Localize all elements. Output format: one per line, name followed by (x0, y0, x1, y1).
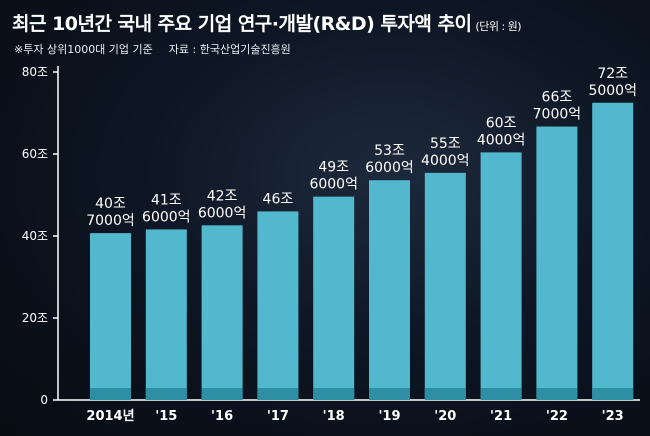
x-tick-label: '19 (378, 409, 400, 424)
data-label: 60조 (486, 115, 517, 131)
y-tick-label: 0 (40, 393, 48, 407)
bar-base (145, 388, 187, 400)
data-label: 4000억 (477, 132, 526, 148)
chart-title-text: 최근 10년간 국내 주요 기업 연구·개발(R&D) 투자액 추이 (12, 13, 472, 35)
bar (369, 180, 410, 400)
bar-base (480, 388, 522, 400)
x-tick-label: '18 (323, 409, 345, 424)
data-label: 7000억 (86, 213, 135, 229)
bar-base (90, 388, 131, 400)
chart-subtitle: ※투자 상위1000대 기업 기준 자료 : 한국산업기술진흥원 (14, 41, 291, 57)
y-tick-label: 80조 (22, 65, 48, 79)
bar (201, 225, 243, 400)
x-tick-label: '17 (267, 409, 289, 424)
bar-base (313, 388, 355, 400)
bar-base (424, 388, 466, 400)
x-tick-label: '22 (546, 409, 568, 424)
bar (145, 229, 187, 400)
data-label: 72조 (597, 66, 628, 82)
data-label: 46조 (263, 191, 294, 207)
data-label: 5000억 (588, 83, 637, 99)
x-tick-label: '16 (211, 409, 233, 424)
bar (313, 196, 355, 400)
data-label: 55조 (430, 136, 461, 152)
y-tick-label: 40조 (22, 229, 48, 243)
footnote: ※투자 상위1000대 기업 기준 (14, 43, 153, 56)
data-label: 53조 (374, 143, 405, 159)
unit-note: (단위 : 원) (475, 20, 522, 33)
bar-base (592, 388, 634, 400)
y-tick-label: 60조 (22, 147, 48, 161)
data-label: 7000억 (533, 107, 582, 123)
bar (592, 102, 634, 400)
x-tick-label: '20 (434, 409, 456, 424)
data-label: 49조 (318, 160, 349, 176)
bar (536, 126, 578, 400)
bar (424, 172, 466, 400)
bar (90, 233, 131, 400)
bar-base (257, 388, 299, 400)
bar-base (369, 388, 410, 400)
x-tick-label: '23 (602, 409, 624, 424)
x-tick-label: 2014년 (86, 409, 134, 424)
data-label: 66조 (542, 90, 573, 106)
bar (480, 152, 522, 400)
data-label: 6000억 (365, 160, 414, 176)
y-tick-label: 20조 (22, 311, 48, 325)
bar (257, 211, 299, 400)
data-label: 42조 (207, 188, 238, 204)
data-label: 41조 (151, 192, 182, 208)
source-note: 자료 : 한국산업기술진흥원 (168, 43, 291, 56)
data-label: 6000억 (142, 209, 191, 225)
chart-title: 최근 10년간 국내 주요 기업 연구·개발(R&D) 투자액 추이 (단위 : … (12, 9, 522, 36)
data-label: 6000억 (198, 205, 247, 221)
bar-base (201, 388, 243, 400)
bar-base (536, 388, 578, 400)
data-label: 6000억 (309, 177, 358, 193)
data-label: 40조 (95, 196, 126, 212)
data-label: 4000억 (421, 153, 470, 169)
x-tick-label: '21 (490, 409, 512, 424)
x-tick-label: '15 (155, 409, 177, 424)
